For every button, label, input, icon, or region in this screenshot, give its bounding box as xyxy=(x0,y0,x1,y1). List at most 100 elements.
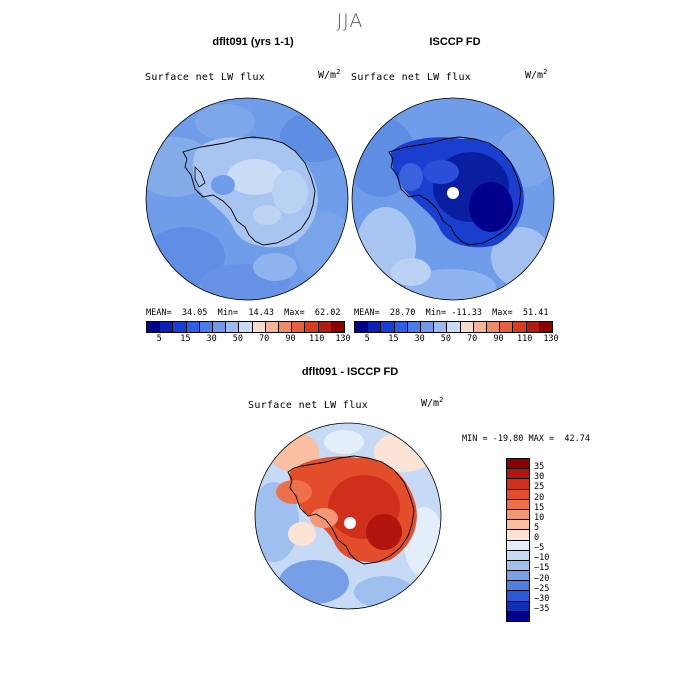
colorbar-tick-label: −30 xyxy=(534,593,550,604)
colorbar-swatch xyxy=(487,322,501,332)
colorbar-swatch xyxy=(147,322,161,332)
colorbar-tick-label: −35 xyxy=(534,603,550,614)
colorbar-swatch xyxy=(507,520,529,531)
colorbar-tick-label: 130 xyxy=(335,334,351,344)
colorbar-tick-label: 50 xyxy=(232,334,244,344)
colorbar-swatch xyxy=(381,322,395,332)
colorbar-tick-label: 30 xyxy=(206,334,217,344)
colorbar-swatch xyxy=(507,540,529,551)
colorbar-swatch xyxy=(447,322,461,332)
colorbar-swatch xyxy=(239,322,253,332)
diff-panel-title: dflt091 - ISCCP FD xyxy=(301,366,399,378)
colorbar-swatch xyxy=(355,322,369,332)
right-panel-title: ISCCP FD xyxy=(429,36,481,48)
colorbar-swatch xyxy=(160,322,174,332)
right-stats-text: MEAN= 28.70 Min= -11.33 Max= 51.41 xyxy=(354,308,549,318)
colorbar-swatch xyxy=(507,560,529,572)
colorbar-swatch xyxy=(265,322,280,332)
colorbar-tick-label: 35 xyxy=(534,462,545,473)
colorbar-swatch xyxy=(507,479,529,490)
colorbar-swatch xyxy=(539,322,553,332)
colorbar-tick-label: 30 xyxy=(534,472,545,483)
colorbar-swatch xyxy=(507,550,529,561)
colorbar-swatch xyxy=(507,530,529,541)
colorbar-tick-label: 130 xyxy=(543,334,559,344)
colorbar-swatch xyxy=(305,322,319,332)
left-colorbar-ticks: 5 15 30 50 70 90 110 130 xyxy=(146,334,351,346)
colorbar-tick-label: 5 xyxy=(364,334,370,344)
colorbar-swatch xyxy=(199,322,214,332)
colorbar-swatch xyxy=(213,322,227,332)
colorbar-swatch xyxy=(226,322,240,332)
colorbar-tick-label: −20 xyxy=(534,573,550,584)
left-map-fill xyxy=(146,98,348,300)
colorbar-tick-label: 20 xyxy=(534,492,545,503)
colorbar-swatch xyxy=(407,322,422,332)
colorbar-tick-label: −25 xyxy=(534,583,550,594)
right-colorbar-ticks: 5 15 30 50 70 90 110 130 xyxy=(354,334,559,346)
colorbar-swatch xyxy=(460,322,474,332)
colorbar-swatch xyxy=(507,469,529,480)
colorbar-tick-label: 90 xyxy=(493,334,504,344)
colorbar-tick-label: 15 xyxy=(534,502,545,513)
colorbar-swatch xyxy=(507,509,529,521)
diff-polar-map xyxy=(254,422,442,610)
diff-colorbar-ticks: 35 30 25 20 15 10 5 0 −5 −10 −15 −20 −25 −30 −35 xyxy=(534,458,594,620)
colorbar-swatch xyxy=(507,601,529,612)
diff-colorbar xyxy=(506,458,530,622)
diff-stats-text: MIN = -19.80 MAX = 42.74 xyxy=(462,434,590,444)
colorbar-tick-label: −5 xyxy=(534,543,545,554)
colorbar-swatch xyxy=(500,322,514,332)
colorbar-tick-label: 50 xyxy=(440,334,452,344)
left-units-label: W/m2 xyxy=(318,68,341,81)
left-polar-map xyxy=(145,97,349,301)
colorbar-tick-label: 70 xyxy=(467,334,478,344)
colorbar-swatch xyxy=(507,571,529,582)
colorbar-tick-label: 10 xyxy=(534,512,545,523)
colorbar-tick-label: 0 xyxy=(534,533,540,543)
diff-map-fill xyxy=(255,423,441,609)
right-colorbar xyxy=(354,321,553,333)
colorbar-tick-label: 5 xyxy=(156,334,162,344)
colorbar-swatch xyxy=(331,322,345,332)
colorbar-swatch xyxy=(507,499,529,510)
colorbar-swatch xyxy=(507,581,529,592)
diff-variable-label: Surface net LW flux xyxy=(248,400,369,411)
colorbar-tick-label: 110 xyxy=(517,334,533,344)
colorbar-swatch xyxy=(368,322,382,332)
diff-units-label: W/m2 xyxy=(421,396,444,409)
colorbar-swatch xyxy=(279,322,293,332)
colorbar-swatch xyxy=(394,322,408,332)
colorbar-tick-label: 70 xyxy=(259,334,270,344)
colorbar-swatch xyxy=(526,322,540,332)
left-colorbar xyxy=(146,321,345,333)
colorbar-tick-label: 15 xyxy=(388,334,399,344)
colorbar-tick-label: 25 xyxy=(534,482,545,493)
colorbar-tick-label: 30 xyxy=(414,334,425,344)
colorbar-tick-label: 110 xyxy=(309,334,325,344)
colorbar-swatch xyxy=(513,322,527,332)
colorbar-tick-label: 90 xyxy=(285,334,296,344)
colorbar-swatch xyxy=(434,322,448,332)
colorbar-swatch xyxy=(173,322,187,332)
left-stats-text: MEAN= 34.05 Min= 14.43 Max= 62.02 xyxy=(146,308,341,318)
colorbar-swatch xyxy=(318,322,332,332)
colorbar-tick-label: 5 xyxy=(534,522,540,533)
right-variable-label: Surface net LW flux xyxy=(351,72,472,83)
colorbar-swatch xyxy=(421,322,435,332)
colorbar-swatch xyxy=(507,489,529,500)
right-units-label: W/m2 xyxy=(525,68,548,81)
colorbar-swatch xyxy=(292,322,306,332)
colorbar-tick-label: −15 xyxy=(534,563,550,574)
colorbar-swatch xyxy=(507,591,529,602)
colorbar-swatch xyxy=(507,611,529,621)
colorbar-swatch xyxy=(186,322,200,332)
colorbar-swatch xyxy=(252,322,266,332)
right-polar-map xyxy=(351,97,555,301)
figure-title: JJA xyxy=(336,10,364,32)
colorbar-swatch xyxy=(473,322,488,332)
left-variable-label: Surface net LW flux xyxy=(145,72,266,83)
colorbar-tick-label: −10 xyxy=(534,553,550,564)
left-panel-title: dflt091 (yrs 1-1) xyxy=(212,36,294,48)
colorbar-swatch xyxy=(507,459,529,470)
